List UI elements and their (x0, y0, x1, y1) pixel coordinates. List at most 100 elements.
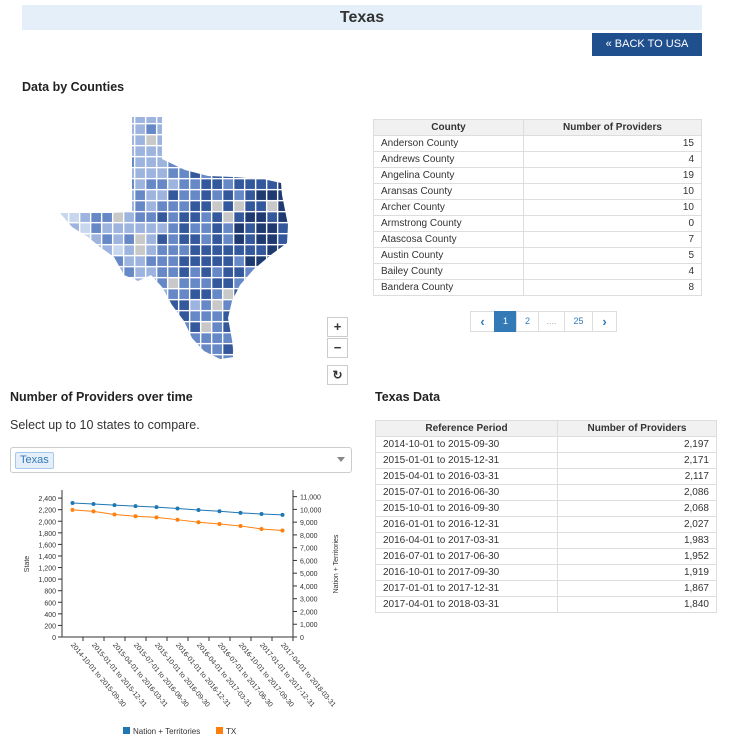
county-region[interactable] (68, 343, 80, 355)
county-region[interactable] (289, 278, 299, 288)
county-region[interactable] (277, 200, 288, 212)
county-region[interactable] (123, 332, 135, 344)
county-region[interactable] (178, 244, 190, 256)
county-region[interactable] (300, 201, 308, 211)
county-region[interactable] (90, 222, 102, 234)
county-region[interactable] (68, 189, 80, 201)
county-region[interactable] (156, 189, 168, 201)
county-region[interactable] (244, 113, 256, 124)
county-region[interactable] (79, 123, 91, 135)
county-region[interactable] (112, 113, 124, 124)
county-region[interactable] (123, 178, 135, 190)
data-point[interactable] (280, 512, 285, 517)
county-region[interactable] (222, 145, 234, 157)
county-region[interactable] (156, 299, 168, 311)
county-region[interactable] (233, 310, 245, 322)
county-region[interactable] (189, 200, 201, 212)
county-region[interactable] (145, 277, 157, 289)
county-region[interactable] (90, 266, 102, 278)
pagination-prev[interactable]: ‹ (470, 311, 495, 332)
county-region[interactable] (289, 157, 299, 167)
county-region[interactable] (289, 344, 299, 354)
column-header[interactable]: Reference Period (375, 420, 558, 437)
county-region[interactable] (80, 366, 90, 369)
county-region[interactable] (101, 189, 113, 201)
county-region[interactable] (178, 233, 190, 245)
county-region[interactable] (112, 222, 124, 234)
county-region[interactable] (200, 288, 212, 300)
county-region[interactable] (156, 255, 168, 267)
county-region[interactable] (211, 255, 223, 267)
county-region[interactable] (156, 156, 168, 168)
county-region[interactable] (300, 179, 308, 189)
county-region[interactable] (113, 366, 123, 369)
county-region[interactable] (244, 189, 256, 201)
county-region[interactable] (134, 189, 146, 201)
county-region[interactable] (167, 167, 179, 179)
county-region[interactable] (211, 244, 223, 256)
data-point[interactable] (175, 506, 180, 511)
county-region[interactable] (200, 255, 212, 267)
county-region[interactable] (101, 332, 113, 344)
county-region[interactable] (68, 354, 80, 365)
county-region[interactable] (244, 310, 256, 322)
county-region[interactable] (123, 244, 135, 256)
reset-map-button[interactable]: ↻ (327, 365, 348, 385)
county-region[interactable] (189, 244, 201, 256)
county-region[interactable] (134, 123, 146, 135)
data-point[interactable] (112, 512, 117, 517)
county-region[interactable] (222, 113, 234, 124)
county-region[interactable] (211, 167, 223, 179)
column-header[interactable]: Number of Providers (523, 119, 702, 136)
county-region[interactable] (233, 354, 245, 365)
county-region[interactable] (167, 123, 179, 135)
county-region[interactable] (233, 113, 245, 124)
county-region[interactable] (300, 267, 308, 277)
data-point[interactable] (175, 517, 180, 522)
county-region[interactable] (123, 321, 135, 333)
county-region[interactable] (266, 299, 278, 311)
county-region[interactable] (79, 233, 91, 245)
county-region[interactable] (277, 134, 288, 146)
county-region[interactable] (245, 366, 255, 369)
texas-county-map[interactable] (58, 113, 308, 369)
county-region[interactable] (233, 156, 245, 168)
county-region[interactable] (256, 366, 266, 369)
county-region[interactable] (289, 124, 299, 134)
county-region[interactable] (178, 299, 190, 311)
county-region[interactable] (255, 255, 267, 267)
county-region[interactable] (101, 167, 113, 179)
county-region[interactable] (123, 233, 135, 245)
county-region[interactable] (222, 167, 234, 179)
county-region[interactable] (167, 145, 179, 157)
county-region[interactable] (266, 167, 278, 179)
county-region[interactable] (178, 354, 190, 365)
county-region[interactable] (200, 211, 212, 223)
county-region[interactable] (178, 310, 190, 322)
county-region[interactable] (134, 145, 146, 157)
county-region[interactable] (101, 222, 113, 234)
county-region[interactable] (266, 310, 278, 322)
county-region[interactable] (68, 299, 80, 311)
county-region[interactable] (101, 321, 113, 333)
county-region[interactable] (300, 355, 308, 365)
county-region[interactable] (255, 310, 267, 322)
county-region[interactable] (156, 266, 168, 278)
county-region[interactable] (189, 123, 201, 135)
county-region[interactable] (58, 222, 69, 234)
county-region[interactable] (69, 366, 79, 369)
county-region[interactable] (211, 233, 223, 245)
county-region[interactable] (300, 135, 308, 145)
county-region[interactable] (222, 134, 234, 146)
county-region[interactable] (79, 222, 91, 234)
county-region[interactable] (178, 145, 190, 157)
county-region[interactable] (266, 178, 278, 190)
county-region[interactable] (233, 288, 245, 300)
county-region[interactable] (134, 310, 146, 322)
county-region[interactable] (211, 343, 223, 355)
county-region[interactable] (255, 354, 267, 365)
county-region[interactable] (244, 134, 256, 146)
county-region[interactable] (233, 299, 245, 311)
county-region[interactable] (101, 255, 113, 267)
county-region[interactable] (244, 200, 256, 212)
